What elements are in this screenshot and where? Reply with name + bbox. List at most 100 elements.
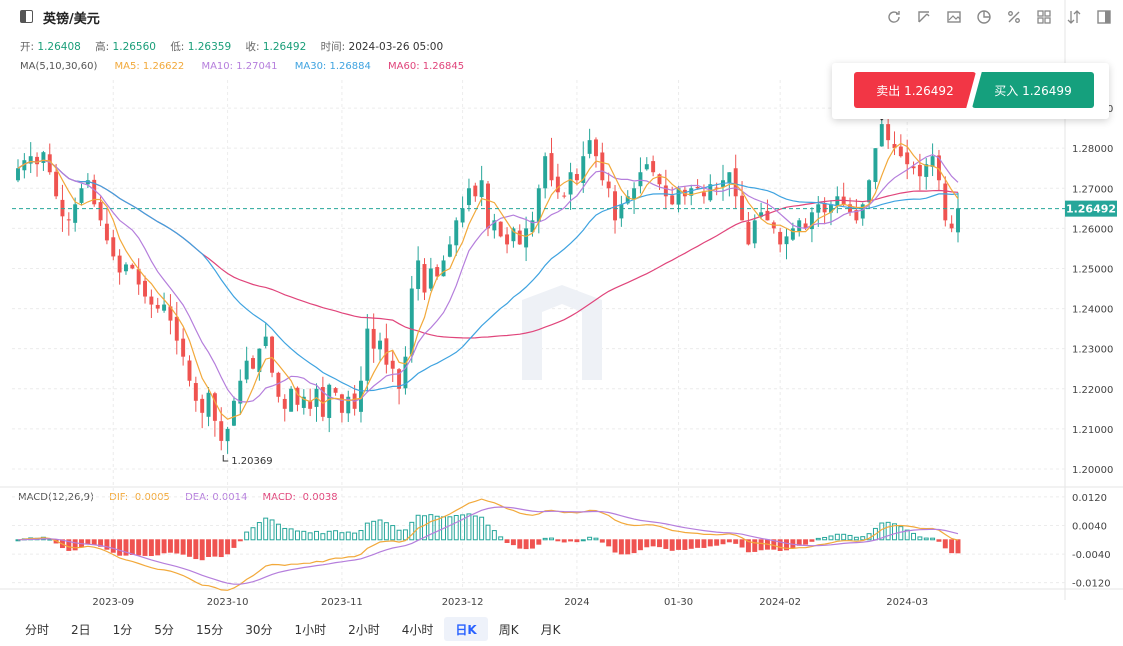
macd-histogram-bar [396,529,402,541]
macd-histogram-bar [606,539,612,547]
candle-body [359,380,363,412]
candle-body [835,196,840,207]
macd-histogram-bar [136,539,142,556]
macd-histogram-bar [180,539,186,555]
candle-body [212,393,217,421]
candle-body [200,398,205,413]
period-tab[interactable]: 15分 [195,623,224,637]
dea-line [17,506,959,585]
macd-histogram-bar [91,539,97,545]
period-tab[interactable]: 分时 [25,623,50,637]
high-value: 1.26560 [112,41,156,53]
macd-histogram-bar [352,532,358,541]
period-tab[interactable]: 月K [540,623,561,637]
macd-histogram-bar [148,539,154,557]
macd-histogram-bar [237,539,243,542]
candle-body [416,260,421,289]
macd-histogram-bar [536,539,542,545]
macd-histogram-bar [676,539,682,550]
period-tab[interactable]: 周K [498,623,519,637]
period-tab[interactable]: 5分 [154,623,174,637]
candle-body [784,236,789,245]
picture-icon[interactable] [943,6,965,28]
candle-body [79,188,84,203]
panel-icon[interactable] [1093,6,1115,28]
time-tick-label: 2024-02 [759,597,801,608]
candle-body [428,268,433,289]
period-tab[interactable]: 4小时 [401,623,434,637]
candle-body [898,146,903,157]
candle-body [905,152,910,165]
time-tick-label: 2024 [564,597,589,608]
buy-button[interactable]: 买入 1.26499 [972,72,1094,108]
candle-body [447,244,452,257]
time-tick-label: 2023-11 [321,597,363,608]
candle-body [104,223,109,241]
period-tab[interactable]: 1分 [112,623,133,637]
period-tab[interactable]: 2小时 [348,623,380,637]
macd-histogram-bar [409,521,415,541]
macd-histogram-bar [860,536,866,541]
candle-body [619,204,624,219]
candle-body [809,212,814,230]
candle-body [498,221,503,237]
open-label: 开: [20,41,35,53]
macd-histogram-bar [574,539,580,543]
candle-body [727,172,732,183]
macd-tick-label: 0.0040 [1072,522,1107,533]
candle-body [66,219,71,221]
period-tab[interactable]: 2日 [71,623,91,637]
candle-body [517,230,522,245]
macd-histogram-bar [650,539,656,547]
candle-body [187,360,192,381]
macd-histogram-bar [193,539,199,560]
period-tab[interactable]: 日K [444,617,488,641]
top-toolbar: 英镑/美元 [0,0,1123,34]
sell-button[interactable]: 卖出 1.26492 [854,72,976,108]
candle-body [917,164,922,177]
macd-histogram-bar [587,536,593,541]
percent-icon[interactable] [1003,6,1025,28]
sort-icon[interactable] [1063,6,1085,28]
macd-histogram-bar [618,539,624,555]
macd-histogram-bar [853,536,859,541]
period-tab[interactable]: 1小时 [294,623,327,637]
grid-icon[interactable] [1033,6,1055,28]
macd-histogram-bar [402,529,408,541]
macd-histogram-bar [345,531,351,541]
low-marker-label: 1.20369 [231,456,272,467]
candle-body [549,153,554,181]
refresh-icon[interactable] [883,6,905,28]
macd-histogram-bar [187,539,192,557]
macd-histogram-bar [720,539,726,545]
macd-histogram-bar [428,514,434,541]
macd-histogram-bar [288,528,294,541]
macd-histogram-bar [314,530,319,541]
candle-body [41,152,46,163]
candle-body [536,188,541,222]
macd-histogram-bar [911,532,917,541]
ma5-value: MA5: 1.26622 [114,61,185,72]
draw-icon[interactable] [913,6,935,28]
macd-histogram-bar [834,533,840,541]
candle-body [295,387,300,405]
sidebar-toggle-icon[interactable] [20,10,33,23]
candle-body [562,195,567,197]
time-label: 时间: [320,41,346,53]
candle-body [740,195,745,221]
macd-histogram-bar [612,539,618,553]
macd-histogram-bar [364,522,370,541]
candle-body [181,338,186,357]
period-tab[interactable]: 30分 [245,623,273,637]
macd-histogram-bar [231,539,237,548]
ma60-value: MA60: 1.26845 [388,61,465,72]
candle-body [822,202,827,213]
macd-histogram-bar [803,539,809,545]
candle-body [949,223,954,229]
macd-histogram-bar [301,530,307,541]
pie-icon[interactable] [973,6,995,28]
price-tick-label: 1.25000 [1072,264,1113,275]
macd-histogram-bar [580,539,586,542]
ohlc-readout: 开: 1.26408 高: 1.26560 低: 1.26359 收: 1.26… [20,39,443,54]
